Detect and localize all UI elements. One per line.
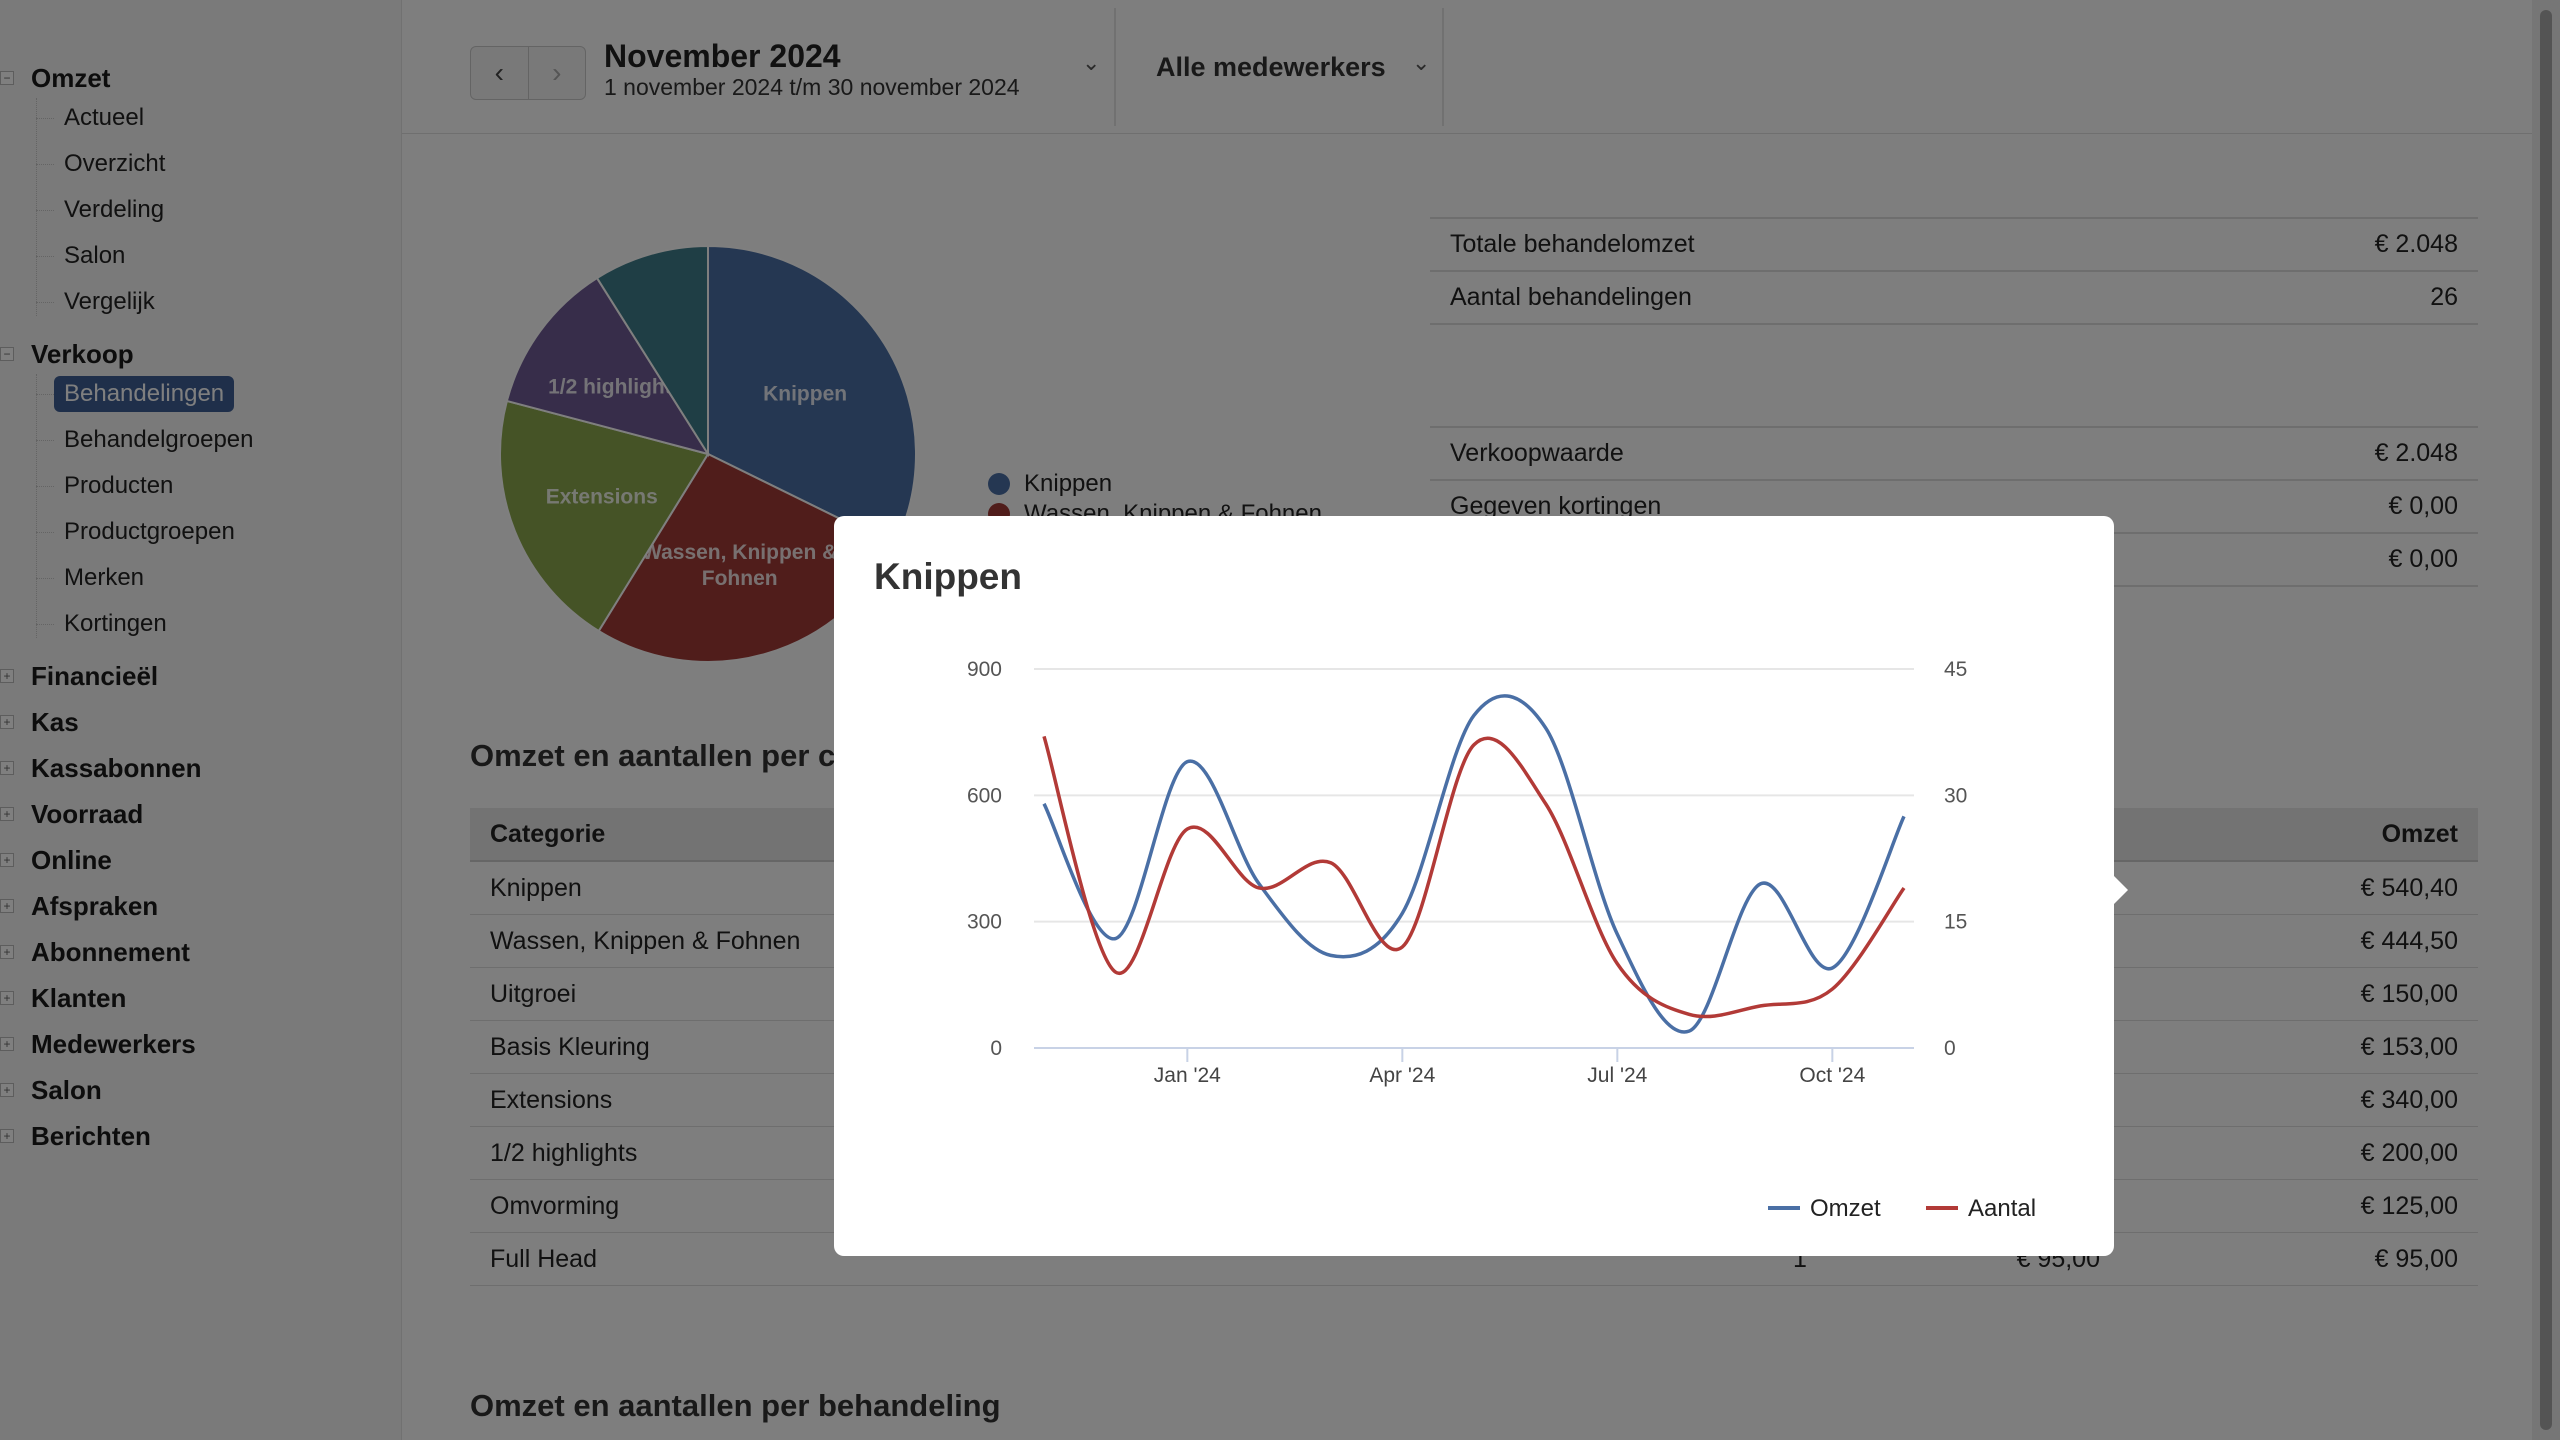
legend-label[interactable]: Aantal [1968, 1195, 2036, 1222]
y-right-tick-label: 45 [1944, 658, 1967, 681]
y-left-tick-label: 300 [967, 911, 1002, 934]
x-tick-label: Jul '24 [1587, 1064, 1647, 1087]
legend-label[interactable]: Omzet [1810, 1195, 1881, 1222]
chart-modal: Knippen 0 300 600 900 0 15 30 45 Jan '24 Apr '24 J… [834, 516, 2114, 1256]
series-line-aantal[interactable] [1042, 735, 1906, 1019]
y-left-tick-label: 900 [967, 658, 1002, 681]
modal-title: Knippen [874, 556, 1022, 597]
y-right-tick-label: 0 [1944, 1037, 1956, 1060]
y-left-tick-label: 0 [990, 1037, 1002, 1060]
x-tick-label: Jan '24 [1154, 1064, 1221, 1087]
line-chart: 0 300 600 900 0 15 30 45 Jan '24 Apr '24 Jul '24 Oc… [967, 658, 2036, 1222]
y-left-tick-label: 600 [967, 784, 1002, 807]
y-right-tick-label: 30 [1944, 784, 1967, 807]
series-line-omzet[interactable] [1042, 694, 1906, 1034]
x-tick-label: Oct '24 [1799, 1064, 1865, 1087]
x-tick-label: Apr '24 [1369, 1064, 1435, 1087]
y-right-tick-label: 15 [1944, 911, 1967, 934]
